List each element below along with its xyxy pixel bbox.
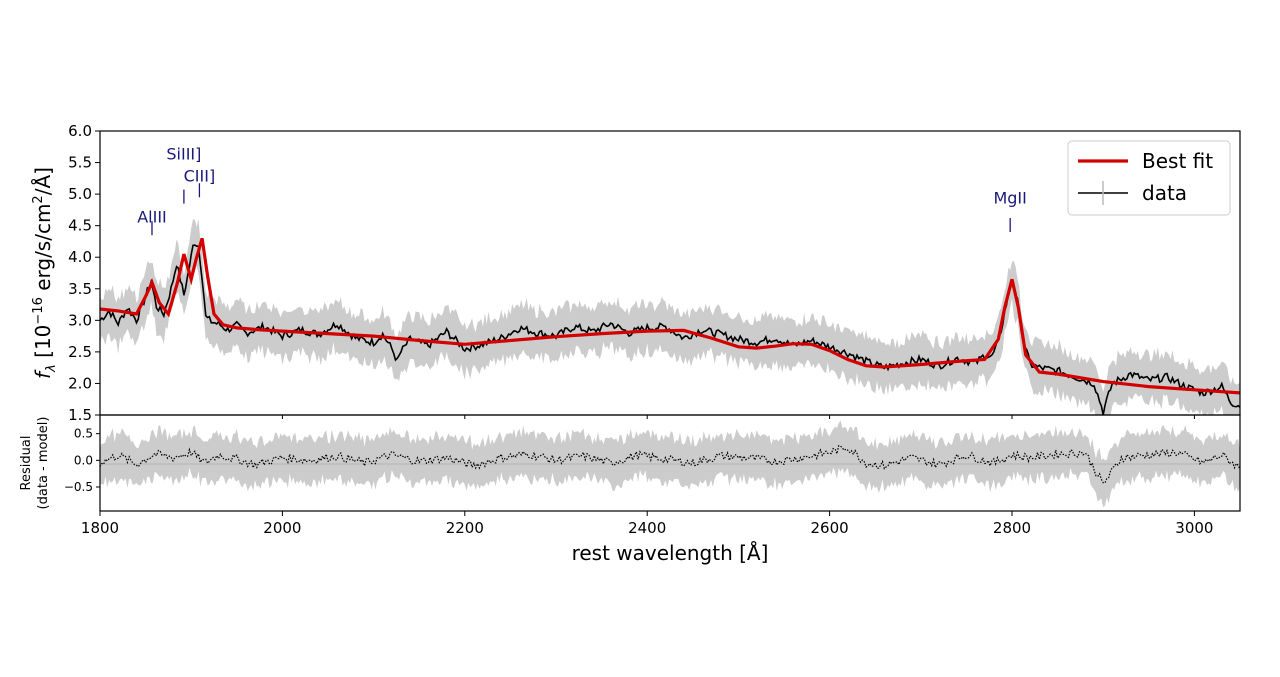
x-axis-title: rest wavelength [Å]: [572, 541, 769, 565]
main-y-tick-label: 2.5: [68, 343, 92, 361]
emission-line-label: MgII: [993, 189, 1026, 208]
emission-line-label: SiIII]: [166, 144, 201, 163]
ylabel-close: /Å]: [31, 167, 55, 195]
main-error-band-group: [100, 218, 1240, 415]
residual-y-tick-label: −0.5: [64, 480, 93, 494]
residual-y-tick-label: 0.5: [74, 427, 93, 441]
legend-data-label: data: [1142, 181, 1187, 205]
legend-best-fit-label: Best fit: [1142, 149, 1213, 173]
residual-y-tick-label: 0.0: [74, 453, 93, 467]
residual-series-line: [100, 445, 1240, 484]
data-error-band: [100, 218, 1240, 415]
ylabel-f: f: [31, 369, 55, 379]
x-tick-label: 2000: [263, 519, 301, 537]
residual-y-axis: −0.5 0.0 0.5: [64, 427, 100, 494]
residual-y-axis-subtitle: (data - model): [36, 417, 51, 510]
ylabel-exponent2: 2: [31, 195, 46, 203]
main-x-ticks: [99, 415, 1195, 419]
main-y-tick-label: 4.5: [68, 217, 92, 235]
legend: Best fit data: [1067, 140, 1231, 216]
main-y-tick-label: 4.0: [68, 248, 92, 266]
x-tick-label: 2400: [628, 519, 666, 537]
emission-line-label: CIII]: [184, 166, 216, 185]
best-fit-series-line: [100, 237, 1240, 395]
main-panel: 1.5 2.0 2.5 3.0 3.5 4.0 4.5 5.0 5.5 6.0 fλ [10−16…: [31, 122, 1241, 424]
residual-panel: −0.50.00.5 1800 2000 2200 2400 2600 2800 3000 …: [19, 414, 1241, 537]
main-y-tick-label: 5.0: [68, 185, 92, 203]
ylabel-open: [10: [31, 325, 55, 365]
main-y-tick-label: 3.0: [68, 311, 92, 329]
residual-error-band: [100, 420, 1240, 508]
main-y-tick-label: 3.5: [68, 280, 92, 298]
ylabel-unit: erg/s/cm: [31, 204, 55, 298]
x-tick-label: 2200: [446, 519, 484, 537]
residual-plot-frame: [99, 414, 1241, 512]
ylabel-lambda: λ: [44, 364, 59, 373]
x-tick-label: 3000: [1175, 519, 1213, 537]
main-y-axis: 1.5 2.0 2.5 3.0 3.5 4.0 4.5 5.0 5.5 6.0: [68, 122, 100, 424]
emission-line-label: AlIII: [137, 208, 167, 227]
x-tick-label: 2600: [811, 519, 849, 537]
main-y-tick-label: 2.0: [68, 374, 92, 392]
main-y-axis-title: fλ [10−16 erg/s/cm2/Å]: [31, 167, 59, 379]
main-y-tick-label: 1.5: [68, 406, 92, 424]
emission-line-labels: AlIII SiIII] CIII] MgII: [137, 144, 1027, 236]
main-y-tick-label: 5.5: [68, 154, 92, 172]
x-tick-label: 2800: [993, 519, 1031, 537]
ylabel-exponent: −16: [31, 297, 46, 324]
x-tick-label: 1800: [81, 519, 119, 537]
x-axis: 1800 2000 2200 2400 2600 2800 3000: [81, 511, 1213, 537]
main-y-tick-label: 6.0: [68, 122, 92, 140]
residual-y-axis-title: Residual: [19, 436, 34, 491]
